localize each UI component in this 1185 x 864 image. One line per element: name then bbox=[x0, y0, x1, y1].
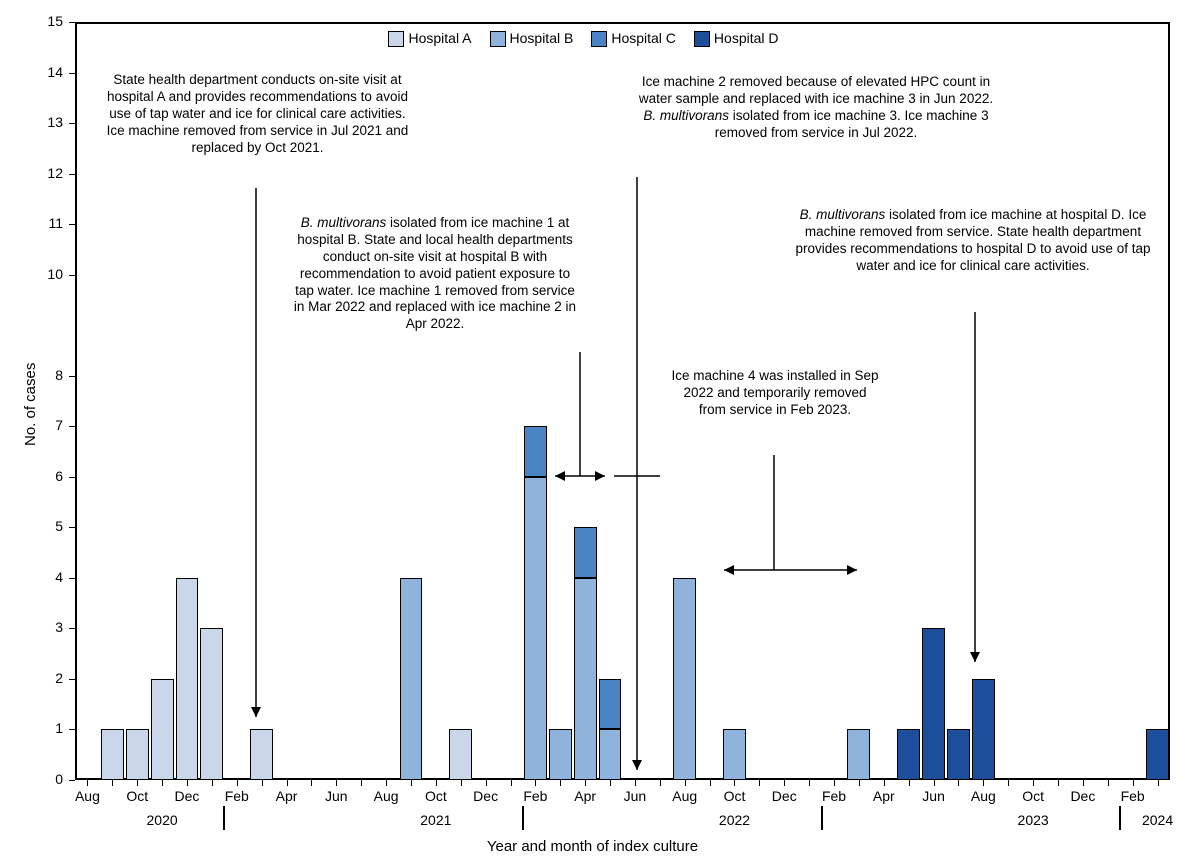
x-tick-label: Apr bbox=[267, 788, 307, 804]
legend-label: Hospital D bbox=[714, 30, 779, 46]
bar-segment bbox=[947, 729, 970, 780]
x-tick-label: Apr bbox=[565, 788, 605, 804]
y-tick-label: 10 bbox=[0, 266, 63, 282]
x-year-label: 2020 bbox=[132, 812, 192, 828]
bar-segment bbox=[673, 578, 696, 780]
y-tick-label: 1 bbox=[0, 720, 63, 736]
legend-item: Hospital A bbox=[388, 30, 471, 47]
year-separator bbox=[1119, 806, 1121, 830]
x-tick-label: Dec bbox=[466, 788, 506, 804]
y-tick-label: 0 bbox=[0, 771, 63, 787]
x-tick-label: Oct bbox=[117, 788, 157, 804]
x-tick-label: Jun bbox=[316, 788, 356, 804]
bar-segment bbox=[126, 729, 149, 780]
y-tick-label: 11 bbox=[0, 215, 63, 231]
bar-segment bbox=[200, 628, 223, 780]
x-tick-label: Jun bbox=[914, 788, 954, 804]
bar-segment bbox=[599, 729, 622, 780]
y-tick-label: 6 bbox=[0, 468, 63, 484]
year-separator bbox=[522, 806, 524, 830]
bar-segment bbox=[524, 477, 547, 780]
bar-segment bbox=[723, 729, 746, 780]
legend-swatch bbox=[490, 31, 506, 47]
bar-segment bbox=[101, 729, 124, 780]
x-tick-label: Dec bbox=[764, 788, 804, 804]
x-year-label: 2022 bbox=[704, 812, 764, 828]
x-tick-label: Feb bbox=[515, 788, 555, 804]
legend-swatch bbox=[591, 31, 607, 47]
legend-swatch bbox=[388, 31, 404, 47]
bar-segment bbox=[1146, 729, 1169, 780]
annotation-text: State health department conducts on-site… bbox=[100, 72, 415, 156]
x-axis-title: Year and month of index culture bbox=[0, 838, 1185, 855]
bar-segment bbox=[176, 578, 199, 780]
x-tick-label: Dec bbox=[167, 788, 207, 804]
x-tick-label: Jun bbox=[615, 788, 655, 804]
bar-segment bbox=[400, 578, 423, 780]
bar-segment bbox=[524, 426, 547, 477]
legend-label: Hospital B bbox=[510, 30, 574, 46]
bar-segment bbox=[972, 679, 995, 780]
x-tick-label: Aug bbox=[963, 788, 1003, 804]
bar-segment bbox=[847, 729, 870, 780]
y-tick-label: 5 bbox=[0, 518, 63, 534]
x-tick-label: Aug bbox=[665, 788, 705, 804]
x-tick-label: Oct bbox=[1013, 788, 1053, 804]
legend: Hospital A Hospital B Hospital C Hospital D bbox=[0, 30, 1185, 48]
y-tick-label: 14 bbox=[0, 64, 63, 80]
bar-segment bbox=[599, 679, 622, 730]
bar-segment bbox=[574, 578, 597, 780]
x-tick-label: Oct bbox=[416, 788, 456, 804]
legend-item: Hospital D bbox=[694, 30, 779, 47]
x-year-label: 2021 bbox=[406, 812, 466, 828]
legend-item: Hospital B bbox=[490, 30, 574, 47]
year-separator bbox=[821, 806, 823, 830]
x-tick-label: Oct bbox=[714, 788, 754, 804]
annotation-text: B. multivorans isolated from ice machine… bbox=[788, 207, 1158, 275]
y-tick-label: 15 bbox=[0, 13, 63, 29]
y-tick-label: 13 bbox=[0, 114, 63, 130]
x-year-label: 2023 bbox=[1003, 812, 1063, 828]
x-tick-label: Dec bbox=[1063, 788, 1103, 804]
x-tick-label: Aug bbox=[366, 788, 406, 804]
annotation-text: B. multivorans isolated from ice machine… bbox=[290, 215, 580, 333]
x-tick-label: Feb bbox=[217, 788, 257, 804]
bar-segment bbox=[449, 729, 472, 780]
bar-segment bbox=[250, 729, 273, 780]
x-tick-label: Feb bbox=[814, 788, 854, 804]
legend-item: Hospital C bbox=[591, 30, 676, 47]
x-tick-label: Feb bbox=[1113, 788, 1153, 804]
y-tick-label: 4 bbox=[0, 569, 63, 585]
bar-segment bbox=[574, 527, 597, 578]
x-year-label: 2024 bbox=[1128, 812, 1185, 828]
x-tick-label: Apr bbox=[864, 788, 904, 804]
y-tick-label: 2 bbox=[0, 670, 63, 686]
legend-label: Hospital C bbox=[611, 30, 676, 46]
annotation-text: Ice machine 2 removed because of elevate… bbox=[636, 74, 996, 142]
bar-segment bbox=[549, 729, 572, 780]
y-tick-label: 12 bbox=[0, 165, 63, 181]
legend-swatch bbox=[694, 31, 710, 47]
y-tick-label: 7 bbox=[0, 417, 63, 433]
annotation-text: Ice machine 4 was installed in Sep 2022 … bbox=[670, 368, 880, 419]
bar-segment bbox=[897, 729, 920, 780]
year-separator bbox=[223, 806, 225, 830]
legend-label: Hospital A bbox=[408, 30, 471, 46]
x-tick-label: Aug bbox=[67, 788, 107, 804]
bar-segment bbox=[922, 628, 945, 780]
chart-container: Hospital A Hospital B Hospital C Hospital D… bbox=[0, 0, 1185, 864]
y-tick-label: 3 bbox=[0, 619, 63, 635]
bar-segment bbox=[151, 679, 174, 780]
y-tick-label: 8 bbox=[0, 367, 63, 383]
